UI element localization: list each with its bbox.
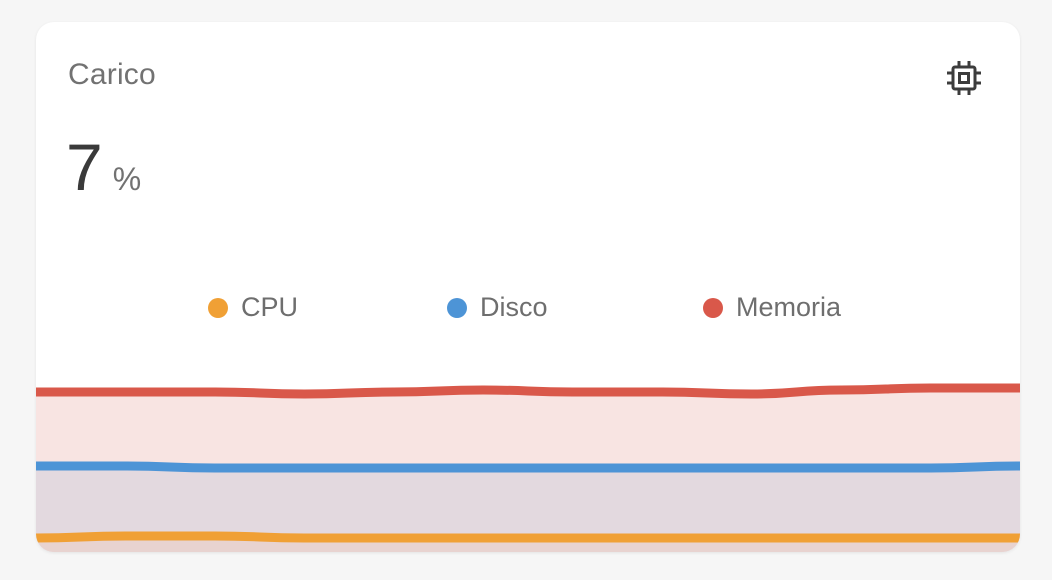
- legend-item-disco[interactable]: Disco: [447, 292, 548, 323]
- legend-dot-memoria: [703, 297, 723, 318]
- load-card[interactable]: Carico 7 % CPU Disco: [36, 22, 1020, 552]
- area-disco: [36, 466, 1020, 552]
- legend-dot-disco: [447, 297, 467, 318]
- line-disco: [36, 461, 1020, 473]
- legend-label-cpu: CPU: [241, 292, 299, 322]
- load-percentage: 7: [66, 130, 103, 204]
- legend-item-memoria[interactable]: Memoria: [703, 292, 841, 323]
- legend-dot-cpu: [208, 297, 228, 318]
- legend-label-memoria: Memoria: [736, 292, 842, 322]
- load-value: 7 %: [66, 134, 141, 200]
- cpu-chip-icon: [947, 61, 981, 95]
- card-title: Carico: [68, 58, 156, 91]
- load-unit: %: [112, 161, 142, 197]
- line-memoria: [36, 383, 1020, 399]
- load-chart: [36, 383, 1020, 552]
- chart-legend: CPU Disco Memoria: [36, 292, 1020, 326]
- legend-label-disco: Disco: [480, 292, 548, 322]
- legend-item-cpu[interactable]: CPU: [208, 292, 298, 323]
- line-cpu: [36, 531, 1020, 543]
